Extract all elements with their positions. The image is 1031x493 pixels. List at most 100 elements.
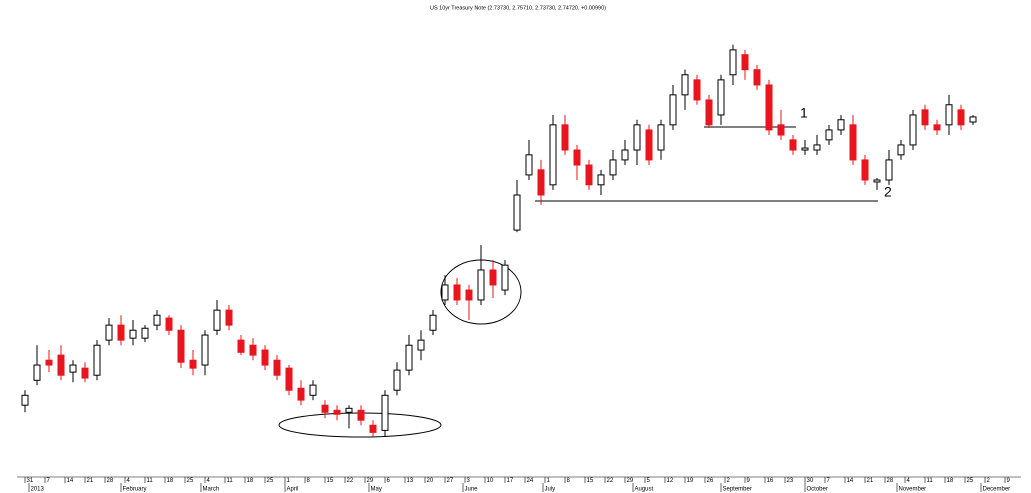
x-tick-label: 8 <box>307 478 311 484</box>
x-tick-label: 4 <box>207 478 211 484</box>
candle-body <box>537 169 545 196</box>
x-tick-label: 15 <box>327 478 334 484</box>
candle-body <box>813 144 821 151</box>
x-tick-label: 7 <box>827 478 831 484</box>
x-tick-label: 22 <box>347 478 354 484</box>
x-tick-label: 14 <box>67 478 74 484</box>
candle-body <box>165 317 173 331</box>
chart-title: US 10yr Treasury Note (2.73730, 2.75710,… <box>430 5 606 11</box>
candle-body <box>681 74 689 96</box>
x-tick-label: 28 <box>887 478 894 484</box>
candle-body <box>789 139 797 151</box>
candle-body <box>141 327 149 339</box>
x-tick-label: 6 <box>387 478 391 484</box>
x-tick-label: 2 <box>727 478 731 484</box>
candle-body <box>549 124 557 186</box>
x-tick-label: 31 <box>27 478 34 484</box>
candle-body <box>837 119 845 131</box>
candle-body <box>489 269 497 286</box>
candle-body <box>105 324 113 341</box>
x-tick-label: 15 <box>587 478 594 484</box>
x-tick-label: 10 <box>487 478 494 484</box>
candle-body <box>921 109 929 126</box>
candle-body <box>225 309 233 326</box>
candle-body <box>93 344 101 376</box>
candle-body <box>513 194 521 231</box>
month-label: June <box>465 487 479 493</box>
candle-body <box>45 359 53 366</box>
candle-body <box>81 367 89 379</box>
x-tick-label: 17 <box>507 478 514 484</box>
candle-body <box>825 129 833 141</box>
candle-body <box>33 364 41 381</box>
month-label: November <box>899 487 927 493</box>
candle-body <box>201 334 209 366</box>
candle-body <box>129 329 137 339</box>
candle-body <box>405 344 413 371</box>
candle-body <box>693 79 701 101</box>
x-tick-label: 1 <box>287 478 291 484</box>
x-tick-label: 11 <box>227 478 234 484</box>
annotation-label: 2 <box>884 184 892 200</box>
x-tick-label: 20 <box>427 478 434 484</box>
candle-body <box>477 269 485 301</box>
annotation-label: 1 <box>800 105 808 121</box>
candle-body <box>933 124 941 131</box>
month-label: 2013 <box>31 487 45 493</box>
candle-body <box>609 159 617 176</box>
candle-body <box>357 409 365 421</box>
x-tick-label: 25 <box>187 478 194 484</box>
candle-body <box>945 104 953 126</box>
x-tick-label: 21 <box>87 478 94 484</box>
month-label: September <box>723 487 752 493</box>
candle-body <box>849 124 857 161</box>
x-tick-label: 11 <box>147 478 154 484</box>
x-tick-label: 18 <box>947 478 954 484</box>
month-label: May <box>371 487 382 493</box>
candle-body <box>285 367 293 391</box>
candle-body <box>453 284 461 301</box>
candle-body <box>381 394 389 431</box>
x-tick-label: 24 <box>527 478 534 484</box>
x-tick-label: 19 <box>687 478 694 484</box>
candle-body <box>21 394 29 406</box>
x-tick-label: 13 <box>407 478 414 484</box>
x-tick-label: 21 <box>867 478 874 484</box>
candle-body <box>429 314 437 331</box>
candle-body <box>309 384 317 396</box>
candle-body <box>117 324 125 341</box>
candle-body <box>909 114 917 146</box>
candle-body <box>321 404 329 413</box>
candle-body <box>777 124 785 136</box>
candle-body <box>585 164 593 186</box>
candle-body <box>249 344 257 356</box>
candle-body <box>69 364 77 373</box>
x-tick-label: 18 <box>247 478 254 484</box>
candle-body <box>177 329 185 363</box>
x-tick-label: 4 <box>907 478 911 484</box>
x-tick-label: 4 <box>127 478 131 484</box>
candle-body <box>333 409 341 415</box>
month-label: February <box>123 487 147 493</box>
candle-body <box>729 49 737 76</box>
x-tick-label: 14 <box>847 478 854 484</box>
candle-body <box>753 69 761 86</box>
candle-body <box>441 284 449 301</box>
x-tick-label: 8 <box>567 478 571 484</box>
candle-body <box>897 144 905 156</box>
candle-body <box>465 289 473 301</box>
x-tick-label: 26 <box>707 478 714 484</box>
candle-body <box>501 264 509 291</box>
x-tick-label: 25 <box>967 478 974 484</box>
candle-body <box>369 424 377 433</box>
candle-body <box>705 99 713 126</box>
candle-body <box>573 149 581 166</box>
x-tick-label: 22 <box>607 478 614 484</box>
candle-body <box>273 359 281 376</box>
x-tick-label: 29 <box>367 478 374 484</box>
x-tick-label: 1 <box>547 478 551 484</box>
x-tick-label: 5 <box>647 478 651 484</box>
x-tick-label: 16 <box>767 478 774 484</box>
candle-body <box>597 174 605 186</box>
